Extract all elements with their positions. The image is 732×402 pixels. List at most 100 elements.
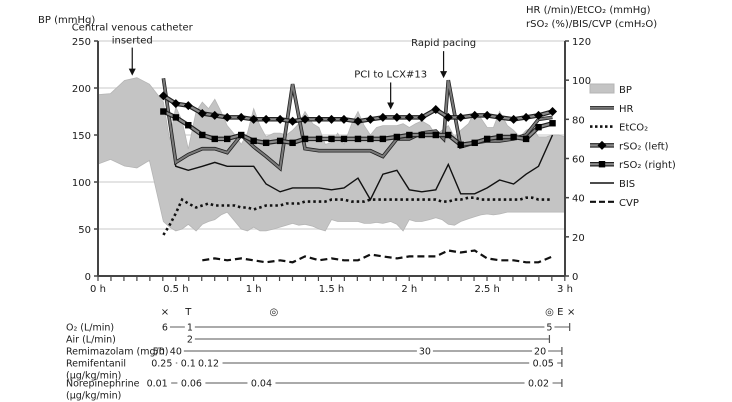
legend-square-marker: [598, 161, 606, 168]
rso2-right-point: [315, 135, 323, 143]
rso2-right-point: [238, 131, 245, 139]
rso2-right-point: [510, 133, 517, 141]
rso2-left-point: [392, 112, 402, 122]
right-axis-tick-label: 20: [572, 233, 585, 244]
rso2-left-point: [417, 112, 427, 122]
legend-diamond-marker: [597, 140, 607, 150]
etco2-line: [162, 196, 553, 236]
rso2-left-point: [431, 105, 441, 115]
rso2-left-point: [521, 112, 531, 122]
medication-unit-label: (μg/kg/min): [66, 371, 121, 382]
legend-label: HR: [619, 104, 634, 115]
right-axis-tick-label: 100: [572, 76, 591, 87]
legend-label: rSO₂ (right): [619, 160, 676, 171]
rso2-left-point: [261, 114, 271, 124]
annotation-label: Rapid pacing: [411, 38, 476, 49]
legend-label: BIS: [619, 179, 635, 190]
rso2-right-point: [496, 133, 503, 141]
annotation-arrowhead: [440, 71, 448, 79]
legend-label: rSO₂ (left): [619, 141, 669, 152]
annotation-label: PCI to LCX#13: [354, 69, 427, 80]
medication-dose: 0.05: [533, 359, 554, 370]
x-axis-tick-label: 2 h: [401, 284, 417, 295]
left-axis-tick-label: 150: [72, 131, 91, 142]
medication-timeline: O₂ (L/min) 6 1 5 Air (L/min) 2 Remimazolam (mg…: [66, 323, 571, 402]
rso2-left-point: [288, 116, 298, 126]
rso2-right-point: [340, 135, 348, 143]
rso2-right-point: [289, 139, 296, 147]
rso2-left-point: [378, 112, 388, 122]
rso2-right-point: [535, 123, 542, 131]
left-axis-tick-label: 0: [85, 272, 91, 283]
rso2-right-point: [250, 137, 257, 145]
rso2-left-point: [327, 114, 336, 124]
medication-dose: 40: [170, 347, 182, 358]
event-marker: ×: [567, 307, 575, 318]
medication-label: Remifentanil: [66, 359, 126, 370]
left-axis-tick-label: 200: [72, 84, 91, 95]
medication-label: Remimazolam (mg/h): [66, 347, 168, 358]
rso2-right-point: [522, 135, 530, 143]
axes-layer: 0 50 100 150 200 250 0 20 40 60 80 100 120 0 h 0.5 h 1 …: [72, 37, 591, 295]
left-axis-tick-label: 250: [72, 37, 91, 48]
medication-dose: 0.02: [528, 379, 549, 390]
x-axis-tick-label: 3 h: [557, 284, 573, 295]
legend: BP HR EtCO₂ rSO₂ (left) rSO₂ (right) BIS CVP: [589, 83, 676, 209]
rso2-right-point: [418, 131, 425, 139]
rso2-right-point: [354, 135, 362, 143]
medication-dose: 0.01: [147, 379, 168, 390]
bis-line: [162, 83, 554, 202]
event-marker: T: [184, 307, 192, 318]
x-axis-tick-label: 2.5 h: [474, 284, 499, 295]
event-marker: ×: [161, 307, 169, 318]
rso2-right-point: [445, 131, 452, 139]
rso2-right-point: [379, 135, 387, 143]
rso2-left-point: [249, 114, 259, 124]
rso2-left-point: [548, 107, 558, 116]
rso2-left-point: [534, 110, 544, 120]
rso2-left-point: [300, 114, 310, 124]
rso2-left-point: [495, 112, 505, 122]
x-axis-tick-label: 0.5 h: [163, 284, 188, 295]
rso2-left-point: [236, 112, 246, 122]
legend-label: CVP: [619, 198, 639, 209]
left-axis-tick-label: 50: [78, 225, 91, 236]
rso2-right-point: [367, 135, 374, 143]
rso2-left-point: [183, 101, 193, 111]
medication-label: O₂ (L/min): [66, 323, 114, 334]
medication-dose: 1: [187, 323, 193, 334]
rso2-right-point: [160, 108, 167, 115]
rso2-right-point: [262, 139, 270, 147]
right-axis-tick-label: 80: [572, 115, 585, 126]
rso2-right-point: [185, 122, 192, 129]
x-axis-tick-label: 0 h: [90, 284, 106, 295]
right-axis-tick-label: 60: [572, 155, 585, 166]
x-axis-tick-label: 1 h: [246, 284, 262, 295]
medication-dose: 0.1: [181, 359, 196, 370]
annotation-arrowhead: [387, 102, 395, 110]
event-marker: ◎: [545, 307, 554, 318]
rso2-left-point: [482, 110, 492, 120]
rso2-right-point: [224, 135, 231, 143]
left-axis-label: BP (mmHg): [38, 15, 95, 26]
rso2-right-point: [211, 135, 218, 143]
medication-label: Air (L/min): [66, 335, 116, 346]
rso2-left-point: [404, 112, 414, 122]
rso2-left-point: [443, 112, 453, 122]
medication-dose: 0.25: [151, 359, 172, 370]
rso2-left-point: [509, 114, 519, 124]
left-axis-tick-label: 100: [72, 178, 91, 189]
rso2-left-point: [171, 99, 181, 109]
medication-dose: 6: [162, 323, 168, 334]
rso2-left-point: [158, 91, 168, 101]
right-axis-tick-label: 0: [572, 272, 578, 283]
medication-dose: 0.06: [181, 379, 202, 390]
rso2-right-point: [406, 131, 413, 139]
x-axis-tick-label: 1.5 h: [319, 284, 344, 295]
rso2-left-point: [210, 110, 220, 120]
annotation-label: inserted: [112, 36, 153, 47]
rso2-right-point: [432, 131, 439, 139]
rso2-left-point: [314, 114, 324, 124]
rso2-left-point: [222, 112, 232, 122]
